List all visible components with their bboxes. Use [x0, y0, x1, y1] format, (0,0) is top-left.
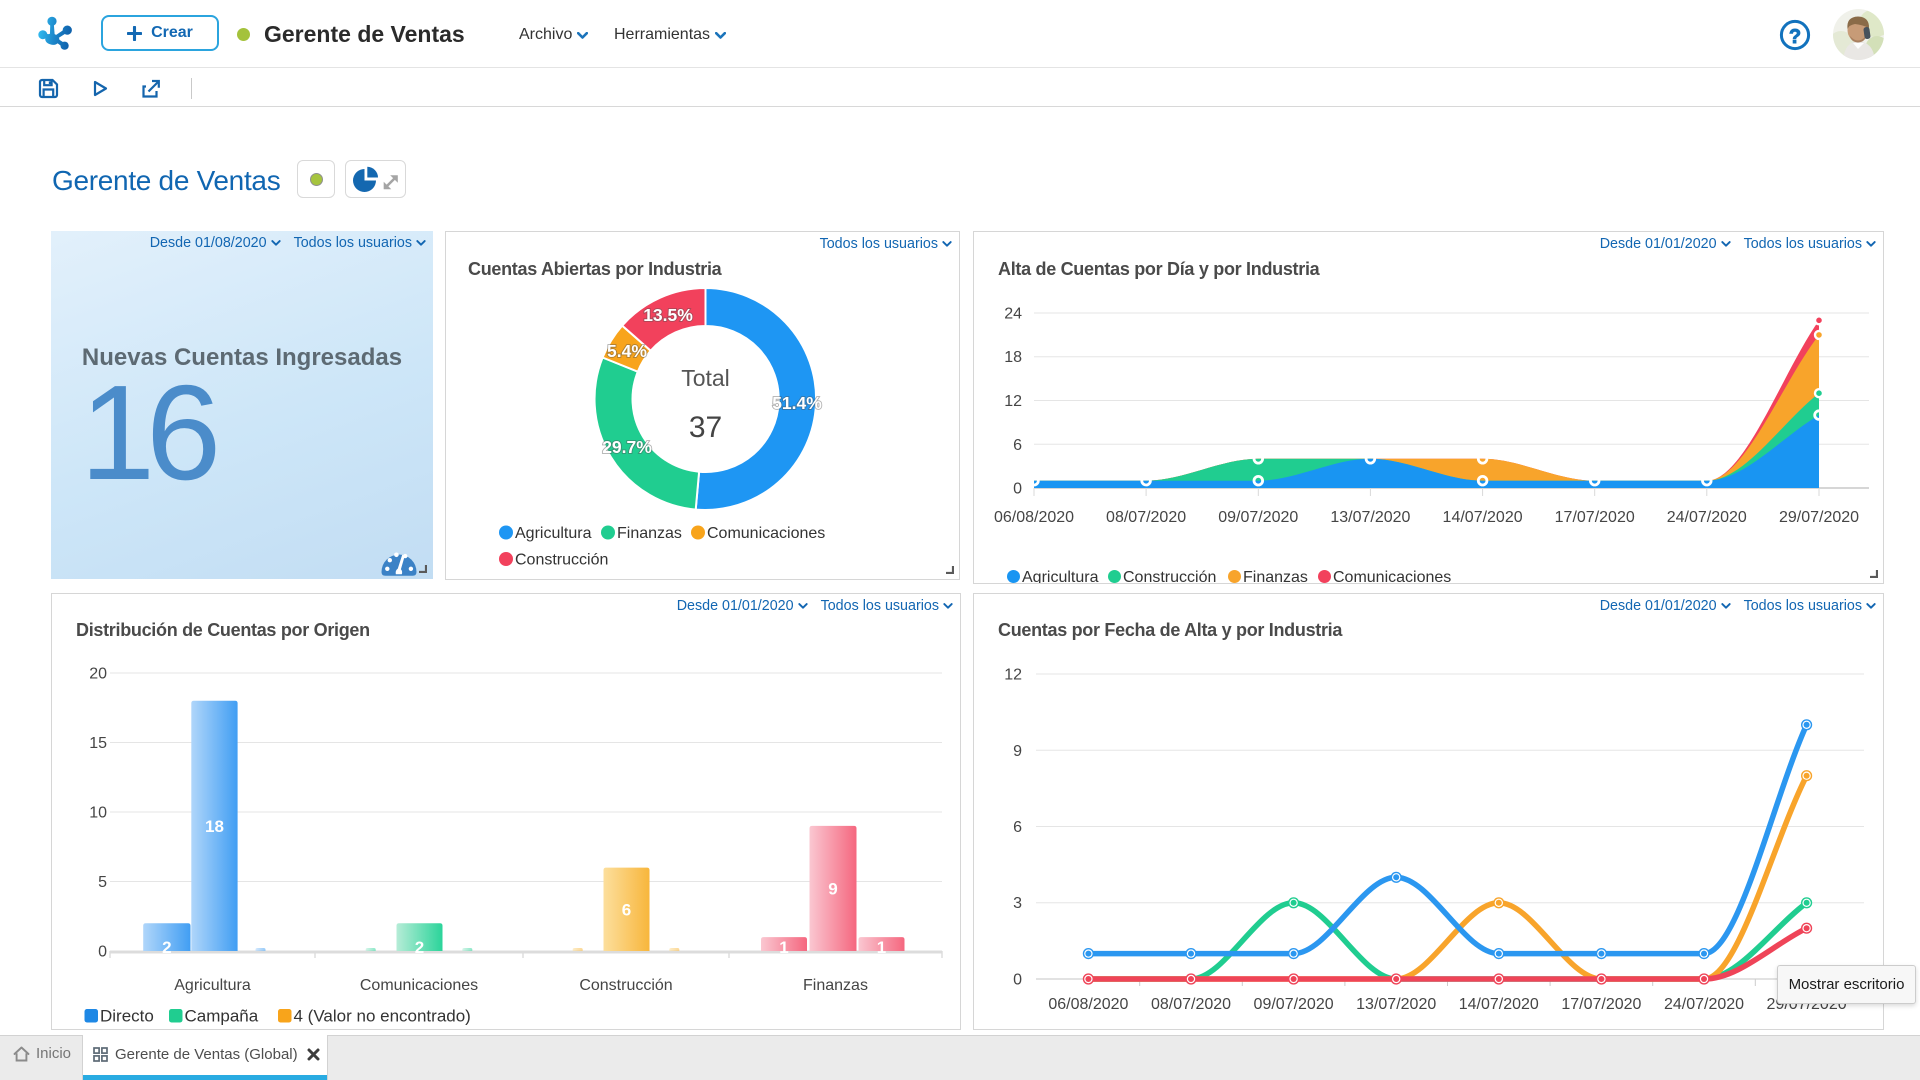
svg-text:1: 1 [877, 938, 886, 957]
svg-text:2: 2 [415, 938, 424, 957]
svg-text:1: 1 [779, 938, 788, 957]
svg-text:Agricultura: Agricultura [174, 977, 251, 994]
svg-text:9: 9 [828, 879, 837, 898]
svg-text:0: 0 [1013, 481, 1022, 498]
svg-text:24/07/2020: 24/07/2020 [1664, 996, 1744, 1013]
svg-text:5.4%: 5.4% [607, 341, 647, 361]
svg-text:Agricultura: Agricultura [515, 525, 592, 542]
svg-text:Construcción: Construcción [579, 977, 672, 994]
svg-text:37: 37 [689, 411, 722, 444]
svg-text:Comunicaciones: Comunicaciones [707, 525, 825, 542]
svg-text:24/07/2020: 24/07/2020 [1667, 509, 1747, 526]
svg-text:6: 6 [622, 900, 631, 919]
svg-text:Construcción: Construcción [1123, 569, 1216, 583]
svg-text:6: 6 [1013, 819, 1022, 836]
svg-text:Construcción: Construcción [515, 552, 608, 569]
svg-text:20: 20 [89, 666, 107, 683]
svg-text:6: 6 [1013, 437, 1022, 454]
svg-text:Campaña: Campaña [185, 1007, 259, 1026]
svg-text:17/07/2020: 17/07/2020 [1561, 996, 1641, 1013]
svg-text:29/07/2020: 29/07/2020 [1779, 509, 1859, 526]
svg-text:4 (Valor no encontrado): 4 (Valor no encontrado) [294, 1007, 471, 1026]
svg-text:Finanzas: Finanzas [803, 977, 868, 994]
svg-text:18: 18 [205, 817, 224, 836]
svg-text:17/07/2020: 17/07/2020 [1555, 509, 1635, 526]
svg-text:Total: Total [681, 365, 730, 391]
svg-text:5: 5 [98, 874, 107, 891]
svg-text:15: 15 [89, 735, 107, 752]
svg-text:Comunicaciones: Comunicaciones [1333, 569, 1451, 583]
svg-text:0: 0 [98, 944, 107, 961]
svg-text:08/07/2020: 08/07/2020 [1106, 509, 1186, 526]
svg-text:?: ? [1789, 26, 1801, 48]
svg-text:Comunicaciones: Comunicaciones [360, 977, 478, 994]
svg-text:06/08/2020: 06/08/2020 [994, 509, 1074, 526]
svg-text:13/07/2020: 13/07/2020 [1330, 509, 1410, 526]
svg-text:14/07/2020: 14/07/2020 [1459, 996, 1539, 1013]
svg-text:Finanzas: Finanzas [1243, 569, 1308, 583]
svg-text:10: 10 [89, 805, 107, 822]
svg-text:9: 9 [1013, 743, 1022, 760]
svg-text:Directo: Directo [100, 1007, 154, 1026]
svg-text:0: 0 [1013, 972, 1022, 989]
svg-text:Agricultura: Agricultura [1022, 569, 1099, 583]
svg-text:09/07/2020: 09/07/2020 [1254, 996, 1334, 1013]
svg-text:12: 12 [1004, 667, 1022, 684]
svg-text:51.4%: 51.4% [772, 393, 822, 413]
svg-text:18: 18 [1004, 349, 1022, 366]
svg-text:08/07/2020: 08/07/2020 [1151, 996, 1231, 1013]
svg-text:12: 12 [1004, 393, 1022, 410]
svg-text:14/07/2020: 14/07/2020 [1443, 509, 1523, 526]
svg-text:24: 24 [1004, 306, 1022, 323]
svg-text:09/07/2020: 09/07/2020 [1218, 509, 1298, 526]
svg-text:3: 3 [1013, 895, 1022, 912]
svg-text:13/07/2020: 13/07/2020 [1356, 996, 1436, 1013]
svg-text:13.5%: 13.5% [643, 305, 693, 325]
svg-text:29.7%: 29.7% [602, 437, 652, 457]
svg-text:06/08/2020: 06/08/2020 [1048, 996, 1128, 1013]
svg-text:Finanzas: Finanzas [617, 525, 682, 542]
svg-text:2: 2 [162, 938, 171, 957]
